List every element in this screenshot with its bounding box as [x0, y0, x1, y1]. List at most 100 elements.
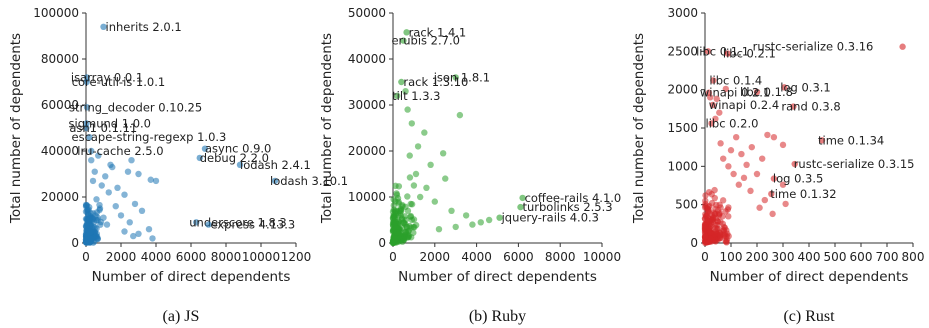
y-tick-label: 2500	[667, 44, 698, 58]
data-point	[747, 187, 754, 195]
data-point	[92, 224, 99, 231]
annotated-point	[83, 104, 91, 111]
data-point	[469, 221, 476, 228]
annotated-point	[899, 43, 906, 50]
data-point	[730, 170, 737, 178]
data-point	[764, 131, 771, 139]
data-point	[389, 214, 397, 221]
data-point	[716, 201, 723, 209]
point-annotation: string_decoder 0.10.25	[69, 100, 202, 114]
data-point	[93, 196, 100, 203]
data-point	[410, 229, 417, 236]
data-point	[717, 140, 724, 147]
data-point	[402, 88, 409, 95]
data-point	[82, 239, 90, 246]
data-point	[435, 226, 443, 233]
chart-panel-1: 0 20000 40000 60000 80000 100000 0 2000 4000 6000…	[8, 6, 348, 325]
point-annotation: rack 1.4.1	[409, 25, 467, 39]
data-point	[112, 203, 119, 210]
data-point	[769, 210, 776, 218]
data-point	[725, 163, 732, 170]
data-point	[392, 235, 399, 243]
x-tick-label: 1200	[281, 250, 312, 264]
data-point	[121, 191, 128, 198]
data-point	[147, 176, 154, 183]
x-tick-label: 0	[82, 250, 90, 264]
y-tick-label: 20000	[348, 144, 386, 158]
data-point	[423, 184, 430, 191]
point-annotation: coffee-rails 4.1.0	[525, 191, 622, 205]
annotated-point	[770, 175, 778, 182]
y-tick-label: 100000	[33, 6, 79, 20]
data-point	[130, 232, 137, 240]
data-point	[412, 170, 420, 178]
y-tick-label: 0	[690, 236, 698, 250]
data-point	[109, 163, 116, 171]
annotated-point	[398, 78, 405, 86]
data-point	[452, 223, 459, 231]
data-point	[98, 182, 105, 189]
annotated-point	[519, 194, 526, 202]
data-point	[89, 215, 97, 223]
data-point	[82, 203, 90, 210]
data-point	[770, 134, 778, 141]
x-tick-label: 2000	[106, 250, 137, 264]
data-point	[713, 221, 721, 229]
data-point	[779, 141, 787, 149]
point-annotation: async 0.9.0	[205, 142, 271, 156]
point-annotation: turbolinks 2.5.3	[522, 200, 612, 214]
point-annotation: time 0.1.34	[818, 133, 884, 147]
x-tick-label: 2000	[420, 250, 451, 264]
y-tick-label: 0	[378, 236, 386, 250]
data-point	[703, 205, 711, 212]
data-point	[448, 207, 455, 214]
data-point	[407, 200, 414, 208]
data-point	[716, 232, 724, 239]
annotated-point	[708, 120, 715, 127]
data-point	[759, 155, 766, 162]
data-point	[395, 183, 403, 190]
annotated-point	[193, 219, 200, 226]
data-point	[740, 174, 748, 182]
x-tick-label: 6000	[176, 250, 207, 264]
data-point	[135, 170, 142, 178]
y-tick-label: 40000	[348, 52, 386, 66]
data-point	[408, 120, 416, 127]
annotated-point	[83, 120, 90, 127]
data-point	[711, 211, 719, 218]
x-tick-label: 0	[701, 250, 709, 264]
annotated-point	[400, 37, 407, 44]
data-point	[412, 221, 420, 229]
y-tick-label: 20000	[41, 190, 79, 204]
data-point	[89, 177, 97, 185]
point-annotation: libc 0.2.1	[723, 47, 776, 61]
annotated-point	[100, 23, 107, 30]
data-point	[701, 233, 709, 241]
point-annotation: core-util-is 1.0.1	[72, 75, 166, 89]
point-annotation: rustc-serialize 0.3.16	[753, 40, 874, 54]
annotated-point	[753, 88, 761, 96]
y-tick-label: 3000	[667, 6, 698, 20]
data-point	[114, 184, 121, 191]
x-tick-label: 0	[389, 250, 397, 264]
data-point	[416, 193, 424, 201]
point-annotation: json 1.8.1	[433, 70, 490, 84]
data-point	[782, 200, 789, 208]
annotated-point	[791, 160, 798, 168]
data-point	[100, 214, 107, 221]
data-point	[105, 189, 112, 196]
x-tick-label: 700	[876, 250, 899, 264]
data-point	[442, 175, 449, 182]
data-point	[124, 168, 132, 175]
data-point	[91, 168, 98, 175]
y-tick-label: 1000	[667, 159, 698, 173]
annotated-point	[393, 92, 401, 100]
y-tick-label: 80000	[41, 52, 79, 66]
data-point	[406, 152, 413, 159]
point-annotation: lru-cache 2.5.0	[77, 144, 163, 158]
chart-panel-2: 0 10000 20000 30000 40000 50000 0 2000 4000 6000 8…	[319, 6, 621, 325]
data-point	[711, 194, 718, 202]
data-point	[722, 85, 729, 93]
x-tick-label: 200	[746, 250, 769, 264]
